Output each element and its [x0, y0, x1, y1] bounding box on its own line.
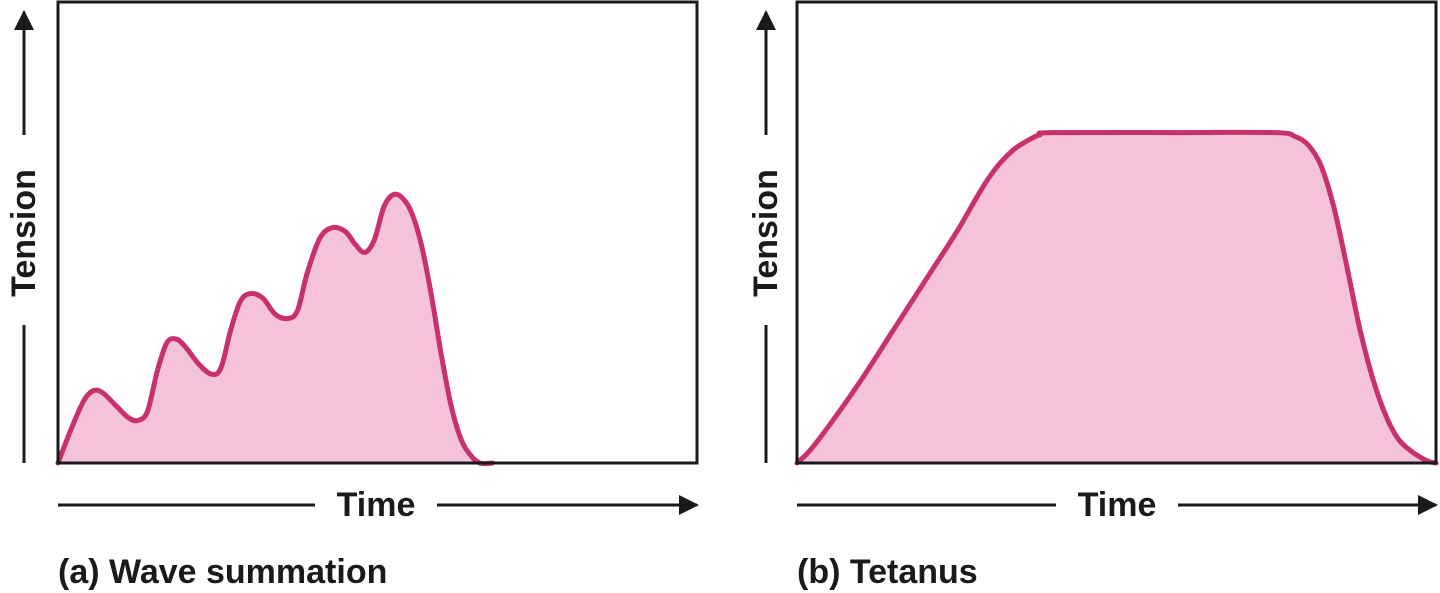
series-area-fill	[58, 194, 493, 464]
plot-frame	[795, 0, 1438, 465]
series-area-fill	[797, 132, 1436, 464]
y-axis-b: Tension	[747, 10, 785, 463]
y-axis-label: Tension	[5, 169, 43, 297]
chart-panel-b: Tension Time (b) Tetanus	[747, 0, 1439, 591]
x-axis-b: Time	[797, 486, 1438, 524]
x-axis-label: Time	[337, 486, 416, 524]
panel-caption: (b) Tetanus	[797, 553, 978, 591]
plot-frame	[56, 0, 699, 465]
plot-area-a	[55, 0, 699, 467]
panel-caption: (a) Wave summation	[58, 553, 387, 591]
series-line	[794, 129, 1439, 466]
y-axis-label: Tension	[747, 169, 785, 297]
plot-area-b	[794, 0, 1439, 466]
series-line	[55, 191, 495, 467]
x-axis-a: Time	[58, 486, 699, 524]
chart-panel-a: Tension Time (a) Wave summation	[5, 0, 699, 591]
y-axis-a: Tension	[5, 10, 43, 463]
x-axis-label: Time	[1078, 486, 1157, 524]
